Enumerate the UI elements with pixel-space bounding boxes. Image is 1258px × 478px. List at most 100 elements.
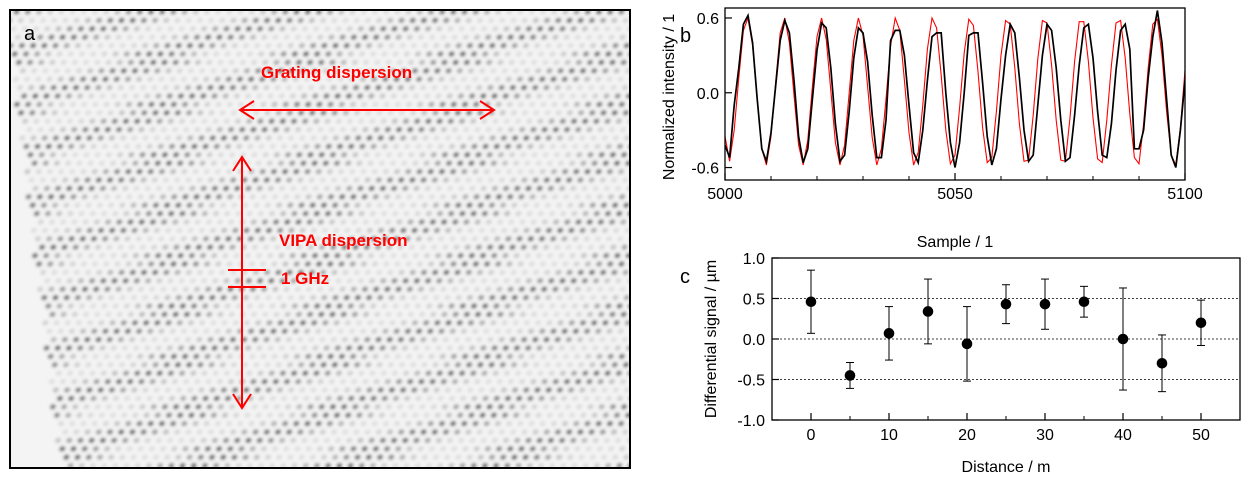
fringe-dot [649, 50, 657, 57]
fringe-dot [478, 295, 485, 301]
fringe-dot [206, 59, 213, 65]
fringe-dot [72, 152, 79, 158]
fringe-dot [417, 101, 424, 107]
fringe-dot [515, 303, 522, 309]
fringe-dot [92, 261, 99, 267]
fringe-dot [642, 218, 650, 225]
fringe-dot [174, 17, 181, 23]
fringe-dot [454, 269, 461, 275]
fringe-dot [398, 429, 405, 435]
fringe-dot [179, 303, 186, 309]
fringe-dot [332, 135, 339, 141]
fringe-dot [147, 421, 154, 427]
fringe-dot [277, 68, 284, 74]
fringe-dot [540, 261, 547, 267]
fringe-dot [592, 253, 598, 259]
fringe-dot [117, 244, 124, 250]
fringe-dot [345, 253, 352, 259]
fringe-dot [235, 370, 242, 376]
fringe-dot [679, 386, 687, 393]
fringe-dot [90, 303, 97, 309]
fringe-dot [219, 269, 226, 275]
fringe-dot [463, 127, 470, 133]
fringe-dot [235, 211, 242, 217]
fringe-dot [418, 127, 425, 133]
fringe-dot [426, 395, 433, 401]
fringe-dot [28, 177, 35, 183]
fringe-dot [124, 76, 131, 82]
fringe-dot [335, 370, 342, 376]
fringe-dot [71, 59, 78, 65]
fringe-dot [188, 160, 195, 166]
fringe-dot [529, 446, 536, 452]
fringe-dot [18, 43, 25, 49]
fringe-dot [149, 127, 156, 133]
fringe-dot [620, 127, 626, 133]
fringe-dot [102, 76, 109, 82]
data-point-group [1000, 284, 1012, 325]
fringe-dot [367, 160, 374, 166]
fringe-dot [235, 118, 241, 124]
fringe-dot [172, 379, 178, 385]
fringe-dot [402, 26, 409, 32]
fringe-dot [76, 160, 83, 166]
fringe-dot [89, 278, 96, 284]
fringe-dot [195, 152, 202, 158]
fringe-dot [594, 303, 601, 309]
fringe-dot [499, 110, 506, 116]
fringe-dot [223, 278, 230, 284]
fringe-dot [126, 446, 133, 452]
fringe-dot [69, 169, 76, 175]
fringe-dot [105, 404, 112, 410]
fringe-dot [417, 353, 424, 359]
fringe-dot [590, 43, 597, 49]
fringe-dot [335, 26, 342, 32]
fringe-dot [331, 362, 338, 368]
fringe-dot [206, 404, 213, 410]
fringe-dot [622, 177, 629, 183]
fringe-dot [581, 26, 588, 32]
fringe-dot [514, 26, 521, 32]
fringe-dot [443, 269, 450, 275]
fringe-dot [395, 286, 402, 292]
fringe-dot [479, 68, 486, 74]
fringe-dot [54, 412, 60, 418]
fringe-dot [98, 227, 104, 233]
fringe-dot [234, 278, 241, 284]
fringe-dot [411, 135, 418, 141]
fringe-dot [415, 395, 422, 401]
fringe-dot [206, 311, 213, 317]
fringe-dot [347, 211, 354, 217]
fringe-dot [434, 68, 441, 74]
fringe-dot [524, 253, 531, 259]
fringe-dot [63, 295, 70, 301]
fringe-dot [63, 202, 70, 208]
fringe-dot [245, 278, 252, 284]
fringe-dot [70, 194, 77, 200]
fringe-dot [89, 26, 96, 32]
fringe-dot [579, 387, 586, 393]
fringe-dot [347, 370, 354, 376]
fringe-dot [522, 110, 529, 116]
fringe-dot [294, 101, 300, 107]
fringe-dot [525, 345, 532, 351]
fringe-dot [494, 169, 501, 175]
fringe-dot [275, 110, 282, 116]
fringe-dot [64, 320, 71, 326]
fringe-dot [393, 76, 400, 82]
fringe-dot [185, 269, 192, 275]
fringe-dot [418, 470, 426, 477]
fringe-dot [343, 43, 350, 49]
fringe-dot [612, 295, 619, 301]
fringe-dot [452, 379, 458, 385]
fringe-dot [516, 328, 523, 334]
fringe-dot [513, 253, 520, 259]
fringe-dot [74, 295, 81, 301]
fringe-dot [309, 269, 315, 275]
fringe-dot [449, 395, 455, 401]
fringe-dot [429, 286, 436, 292]
fringe-dot [134, 211, 141, 217]
fringe-dot [504, 303, 511, 309]
fringe-dot [391, 118, 398, 124]
fringe-dot [396, 379, 402, 385]
